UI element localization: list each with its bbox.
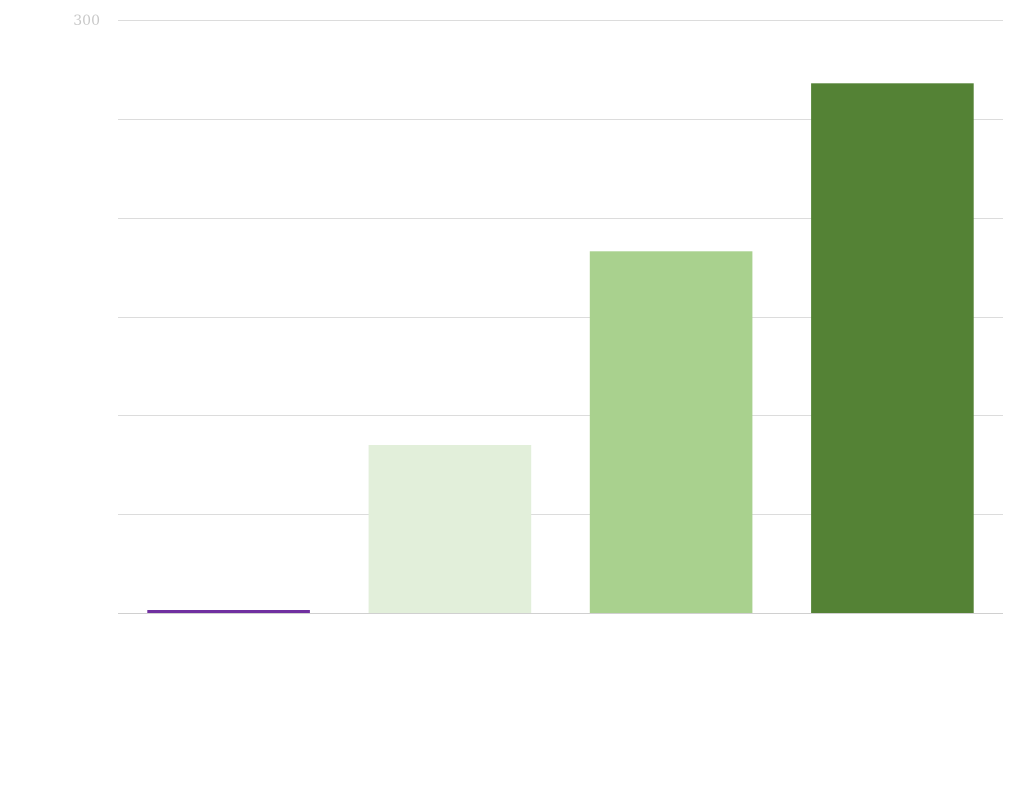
bar-3: [589, 251, 753, 614]
y-tick-label: 300: [73, 13, 100, 29]
bar-2: [368, 445, 532, 613]
bar-4: [811, 83, 974, 614]
bars: [147, 83, 974, 614]
gridlines: [118, 20, 1003, 614]
y-axis-ticks: 300: [73, 13, 100, 29]
bar-1: [147, 610, 310, 613]
